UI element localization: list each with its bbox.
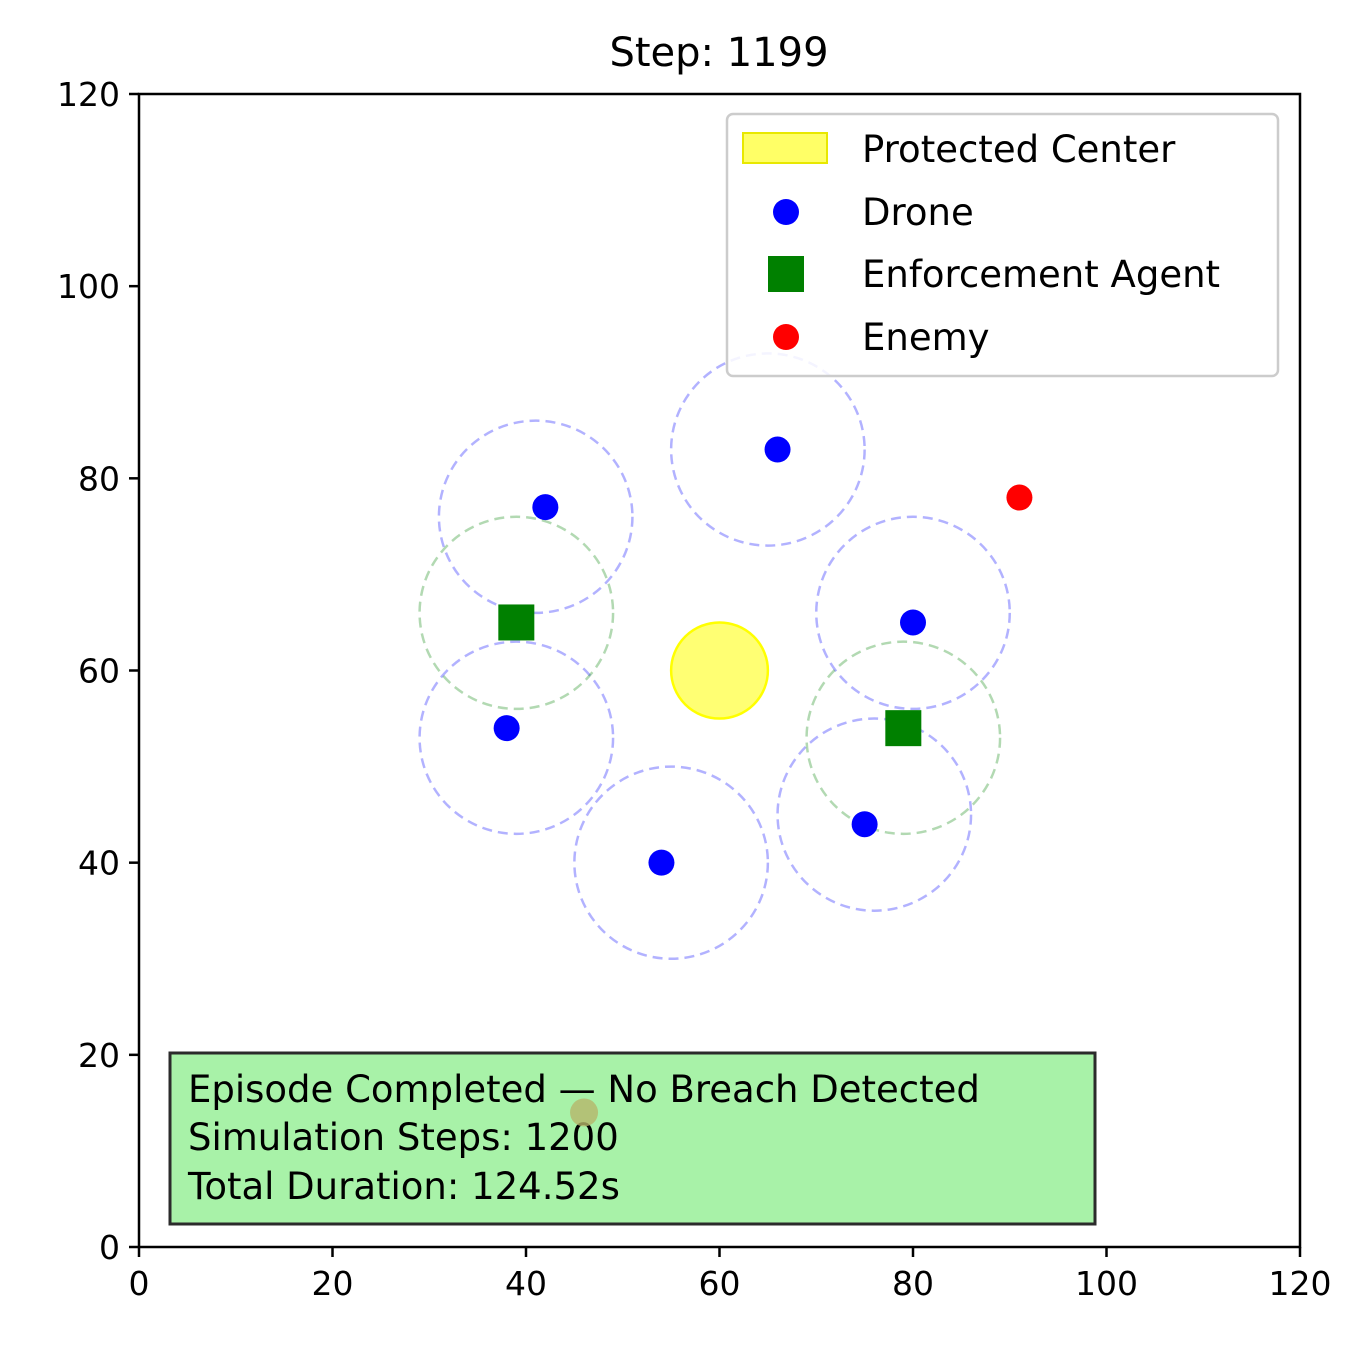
x-tick-label-2: 40 [505,1264,547,1303]
legend: Protected Center Drone Enforcement Agent… [725,112,1280,378]
y-axis-ticks: 0 20 40 60 80 100 120 [57,75,139,1267]
markers [493,436,1033,876]
x-axis-ticks: 0 20 40 60 80 100 120 [129,1247,1332,1303]
agent-range-circle-0 [418,515,615,711]
legend-enforcement-agent-marker [768,256,804,292]
status-box-frame [168,1051,1097,1226]
enemy-marker-0 [1006,484,1033,511]
y-tick-label-4: 80 [78,459,120,498]
drone-marker-0 [532,494,559,521]
legend-protected-center-swatch [742,132,828,164]
status-box: Episode Completed — No Breach Detected S… [168,1051,1097,1226]
drone-marker-3 [493,715,520,742]
x-tick-label-4: 80 [892,1264,934,1303]
overlay-markers [570,1098,599,1127]
drone-range-circle-3 [418,640,615,836]
legend-protected-center-label: Protected Center [862,128,1176,171]
protected-center-layer [669,621,770,720]
legend-enforcement-agent-label: Enforcement Agent [862,253,1220,296]
y-tick-label-3: 60 [78,652,120,691]
agent-range-circle-1 [805,640,1002,836]
drone-marker-5 [851,811,878,838]
x-tick-label-1: 20 [312,1264,354,1303]
drone-range-circle-4 [573,765,770,961]
legend-frame [725,112,1280,378]
drone-range-circle-0 [437,419,634,615]
y-tick-label-5: 100 [57,267,120,306]
x-tick-label-5: 100 [1075,1264,1138,1303]
legend-drone-label: Drone [862,191,974,234]
legend-enemy-label: Enemy [862,316,990,359]
legend-enemy-marker [773,324,799,350]
drone-range-circle-2 [815,515,1011,711]
legend-drone-marker [773,199,799,225]
drone-range-circle-5 [776,717,973,912]
status-line-duration: Total Duration: 124.52s [187,1165,620,1208]
faded-marker [570,1098,599,1127]
drone-marker-4 [648,849,675,876]
chart-title: Step: 1199 [609,30,828,76]
y-tick-label-6: 120 [57,75,120,114]
y-tick-label-0: 0 [99,1228,120,1267]
range-circles [418,352,1011,961]
enforcement-agent-marker-0 [498,604,535,641]
drone-marker-2 [900,609,926,636]
status-line-steps: Simulation Steps: 1200 [188,1116,619,1159]
y-tick-label-1: 20 [78,1036,120,1075]
x-tick-label-3: 60 [699,1264,741,1303]
drone-marker-1 [764,436,791,463]
enforcement-agent-marker-1 [885,710,922,747]
x-tick-label-0: 0 [129,1264,150,1303]
protected-center [669,621,770,720]
y-tick-label-2: 40 [78,844,120,883]
x-tick-label-6: 120 [1269,1264,1332,1303]
